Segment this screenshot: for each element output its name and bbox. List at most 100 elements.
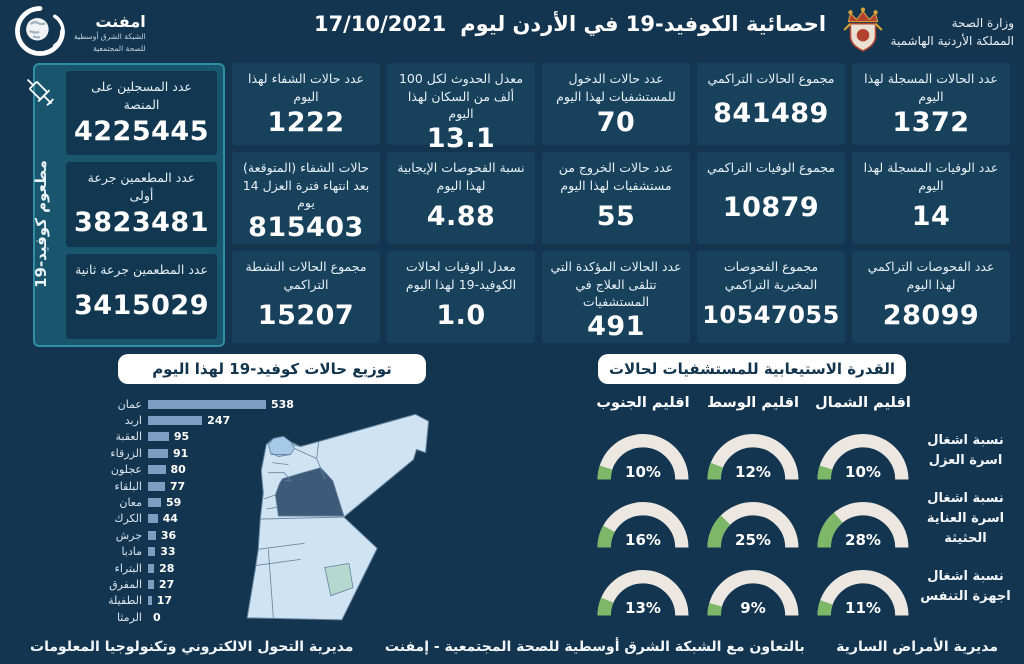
bar	[148, 530, 156, 540]
syringe-icon	[21, 73, 61, 117]
gauge-value-label: 13%	[625, 599, 661, 617]
gauge-value-label: 12%	[735, 463, 771, 481]
bar	[148, 596, 152, 606]
vaccine-card: عدد المطعمين جرعة أولى 3823481	[65, 162, 217, 247]
governorate-borders	[256, 441, 344, 618]
emphnet-logo-icon	[14, 5, 66, 61]
gauge-row-label: نسبة اشغال اسرة العناية الحثيثة	[926, 490, 1005, 547]
stat-card-label: عدد الوفيات المسجلة لهذا اليوم	[863, 160, 999, 193]
vaccine-card-value: 4225445	[73, 115, 209, 147]
stat-card: مجموع الحالات النشطة التراكمي 15207	[232, 251, 380, 343]
bar-value-label: 59	[165, 496, 182, 510]
stat-card: عدد الحالات المسجلة لهذا اليوم 1372	[852, 63, 1010, 145]
bar-value-label: 33	[160, 545, 176, 559]
stat-card-label: عدد الفحوصات التراكمي لهذا اليوم	[867, 259, 995, 292]
stat-card: معدل الحدوث لكل 100 ألف من السكان لهذا ا…	[387, 63, 535, 154]
gauge: 25%	[698, 486, 808, 552]
gauge-row-label: نسبة اشغال اسرة العزل	[927, 432, 1004, 468]
bar-row: عجلون 80	[88, 462, 306, 478]
bar-category-label: الكرك	[114, 512, 142, 526]
stat-card-label: معدل الحدوث لكل 100 ألف من السكان لهذا ا…	[398, 71, 524, 121]
region-header: اقليم الوسط	[706, 395, 799, 411]
footer-right: مديرية الأمراض السارية	[836, 639, 998, 655]
stat-card-value: 28099	[882, 299, 980, 331]
gauge-value-label: 16%	[625, 531, 661, 549]
stat-card-value: 491	[587, 310, 645, 342]
ministry-line2: المملكة الأردنية الهاشمية	[890, 34, 1014, 48]
bar-row: عمان 538	[88, 396, 306, 412]
stat-card-label: عدد حالات الشفاء لهذا اليوم	[248, 71, 364, 104]
stats-column-3: عدد حالات الدخول للمستشفيات لهذا اليوم 70…	[542, 63, 690, 347]
region-header: اقليم الشمال	[815, 395, 911, 411]
gauge: 16%	[588, 486, 698, 552]
page-title-text: احصائية الكوفيد-19 في الأردن ليوم	[460, 12, 827, 36]
bar-category-label: العقبة	[115, 430, 143, 444]
bar-value-label: 0	[153, 610, 161, 624]
region-irbid	[267, 435, 295, 458]
bar	[148, 448, 168, 458]
bar-category-label: المفرق	[109, 577, 142, 591]
stat-card: مجموع الفحوصات المخبرية التراكمي 10547055	[697, 251, 845, 343]
emphnet-text: امفنت الشبكة الشرق أوسطية للصحة المجتمعي…	[74, 12, 146, 54]
stats-column-5: عدد حالات الشفاء لهذا اليوم 1222 حالات الش…	[232, 63, 380, 347]
stats-columns: عدد الحالات المسجلة لهذا اليوم 1372 عدد ال…	[26, 63, 1010, 347]
vaccine-card-label: عدد المطعمين جرعة أولى	[87, 170, 196, 203]
region-maan-petra	[324, 562, 354, 597]
bar-value-label: 27	[158, 577, 175, 591]
stat-card: عدد حالات الشفاء لهذا اليوم 1222	[232, 63, 380, 145]
stat-card: عدد حالات الخروج من مستشفيات لهذا اليوم 5…	[542, 152, 690, 244]
stat-card: حالات الشفاء (المتوقعة) بعد انتهاء فترة …	[232, 152, 380, 244]
stat-card-value: 15207	[257, 299, 355, 331]
page-title: احصائية الكوفيد-19 في الأردن ليوم 17/10/…	[270, 12, 870, 36]
footer-left: مديرية التحول الالكتروني وتكنولوجيا المع…	[30, 639, 354, 655]
bar-value-label: 28	[159, 561, 175, 575]
bar-value-label: 247	[207, 414, 231, 428]
vaccine-card: عدد المسجلين على المنصة 4225445	[65, 71, 217, 155]
stat-card-value: 4.88	[426, 200, 496, 232]
gauge: 9%	[698, 554, 808, 620]
bar-category-label: البلقاء	[114, 479, 142, 493]
emphnet-name: امفنت	[95, 12, 146, 32]
ministry-text: وزارة الصحة المملكة الأردنية الهاشمية	[891, 14, 1014, 50]
stat-card: مجموع الوفيات التراكمي 10879	[697, 152, 845, 244]
emphnet-line2: للصحة المجتمعية	[93, 43, 146, 53]
jordan-map	[228, 386, 480, 636]
stat-card: مجموع الحالات التراكمي 841489	[697, 63, 845, 145]
bar-category-label: جرش	[115, 528, 142, 542]
vaccine-card-value: 3823481	[73, 207, 209, 238]
stat-card-label: مجموع الحالات التراكمي	[707, 71, 835, 86]
gauge-grid-corner	[918, 392, 1013, 416]
bar-row: معان 59	[88, 494, 306, 510]
gauge-value-label: 25%	[735, 531, 771, 549]
bar-row: اربد 247	[88, 412, 306, 428]
bar-row: الزرقاء 91	[88, 445, 306, 461]
bar-category-label: مادبا	[121, 545, 142, 559]
ministry-block: وزارة الصحة المملكة الأردنية الهاشمية	[842, 7, 1014, 57]
stat-card-value: 815403	[248, 211, 364, 243]
stat-card: عدد حالات الدخول للمستشفيات لهذا اليوم 70	[542, 63, 690, 145]
bar	[148, 514, 158, 524]
bar-value-label: 80	[170, 463, 186, 477]
stat-card: عدد الحالات المؤكدة التي تتلقى العلاج في…	[542, 251, 690, 343]
vaccine-card-label: عدد المسجلين على المنصة	[91, 79, 192, 112]
stat-card-value: 1372	[892, 106, 970, 138]
region-amman	[274, 467, 345, 517]
bar-category-label: عمان	[117, 397, 142, 411]
stat-card: معدل الوفيات لحالات الكوفيد-19 لهذا اليو…	[387, 251, 535, 343]
gauge: 28%	[808, 486, 918, 552]
capacity-gauge-grid: اقليم الشمال اقليم الوسط اقليم الجنوب نسبة …	[588, 392, 1013, 620]
gauge: 12%	[698, 418, 808, 484]
bar-row: الكرك 44	[88, 511, 306, 527]
bar-row: جرش 36	[88, 527, 306, 543]
ministry-line1: وزارة الصحة	[951, 16, 1014, 30]
report-date: 17/10/2021	[313, 12, 447, 36]
gauge: 10%	[588, 418, 698, 484]
section-title-distribution: توزيع حالات كوفيد-19 لهذا اليوم	[118, 354, 426, 384]
bar-value-label: 36	[160, 528, 177, 542]
stats-column-2: مجموع الحالات التراكمي 841489 مجموع الوفيا…	[697, 63, 845, 347]
footer-center: بالتعاون مع الشبكة الشرق أوسطية للصحة ال…	[384, 639, 805, 655]
footer: مديرية الأمراض السارية بالتعاون مع الشبك…	[30, 639, 998, 655]
bar-value-label: 77	[169, 479, 186, 493]
bar	[148, 498, 161, 508]
